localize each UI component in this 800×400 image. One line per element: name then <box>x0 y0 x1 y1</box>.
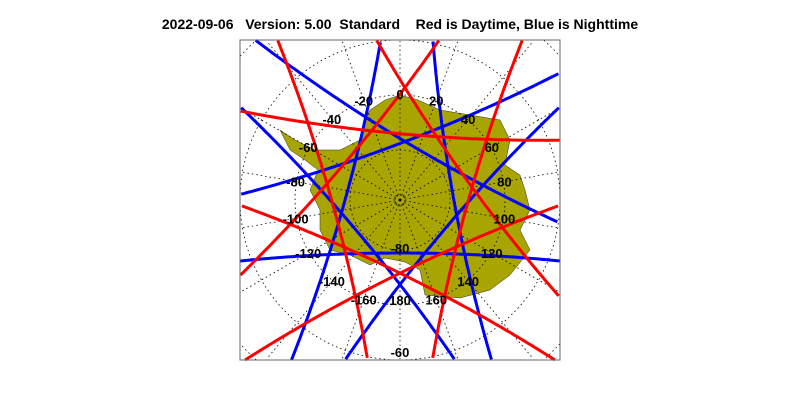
longitude-label: 60 <box>485 140 499 155</box>
version-label: Version: 5.00 <box>245 16 332 32</box>
day-track <box>375 39 560 297</box>
longitude-label: 40 <box>461 112 475 127</box>
night-track <box>290 42 382 361</box>
day-track <box>239 39 441 277</box>
longitude-label: 120 <box>481 246 503 261</box>
meridian-line <box>341 41 399 196</box>
map-frame <box>239 39 561 361</box>
meridian-line <box>401 41 459 196</box>
day-track <box>244 204 559 362</box>
night-track <box>240 106 456 360</box>
night-track <box>239 251 561 263</box>
night-track <box>240 72 560 196</box>
latitude-circle <box>239 39 257 57</box>
day-track <box>431 40 524 359</box>
longitude-label: -80 <box>286 175 305 190</box>
longitude-label: -100 <box>283 211 309 226</box>
latitude-label: -80 <box>391 241 410 256</box>
latitude-circle <box>543 343 561 361</box>
day-track <box>276 40 369 359</box>
latitude-circle <box>239 39 561 361</box>
day-track <box>240 109 560 142</box>
date-label: 2022-09-06 <box>161 16 234 32</box>
graticule <box>239 39 561 361</box>
longitude-label: -60 <box>299 140 318 155</box>
latitude-circle <box>239 343 257 361</box>
latitude-circle <box>543 39 561 57</box>
longitude-label: -120 <box>295 246 321 261</box>
longitude-label: 20 <box>429 93 443 108</box>
meridian-line <box>401 204 459 359</box>
longitude-label: 80 <box>497 175 511 190</box>
night-track <box>344 106 560 360</box>
longitude-label: 180 <box>389 293 411 308</box>
longitude-label: 0 <box>396 87 403 102</box>
day-track <box>241 204 556 362</box>
longitude-label: -20 <box>354 93 373 108</box>
night-track <box>254 39 558 224</box>
pole-dot <box>398 198 402 202</box>
longitude-label: 160 <box>425 293 447 308</box>
longitude-label: -160 <box>351 293 377 308</box>
longitude-label: 140 <box>457 274 479 289</box>
mode-label: Standard <box>339 16 401 32</box>
latitude-label: -60 <box>391 345 410 360</box>
longitude-label: 100 <box>494 211 516 226</box>
meridian-line <box>341 204 399 359</box>
chart-title: 2022-09-06 Version: 5.00 Standard Red is… <box>0 16 800 32</box>
longitude-label: -40 <box>322 112 341 127</box>
longitude-label: -140 <box>319 274 345 289</box>
night-track <box>431 41 493 360</box>
orbit-tracks <box>239 39 561 362</box>
legend-text: Red is Daytime, Blue is Nighttime <box>415 16 639 32</box>
